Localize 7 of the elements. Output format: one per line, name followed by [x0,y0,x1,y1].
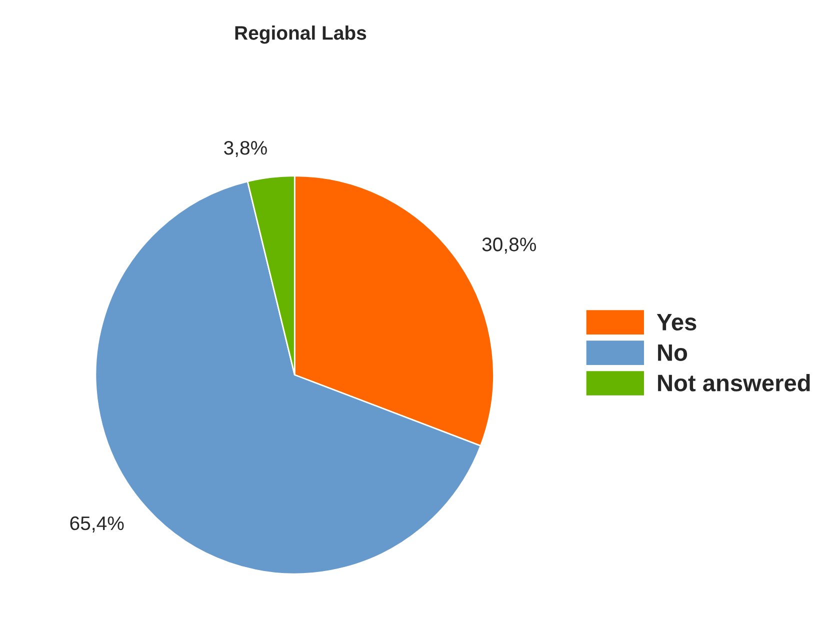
legend-label: Not answered [658,374,810,392]
legend-label: Yes [656,314,696,330]
data-label: 30,8% [482,238,536,254]
chart-title: Regional Labs [235,26,366,44]
legend-label: No [658,344,688,361]
data-label: 65,4% [70,516,124,532]
data-label: 3,8% [224,140,267,158]
